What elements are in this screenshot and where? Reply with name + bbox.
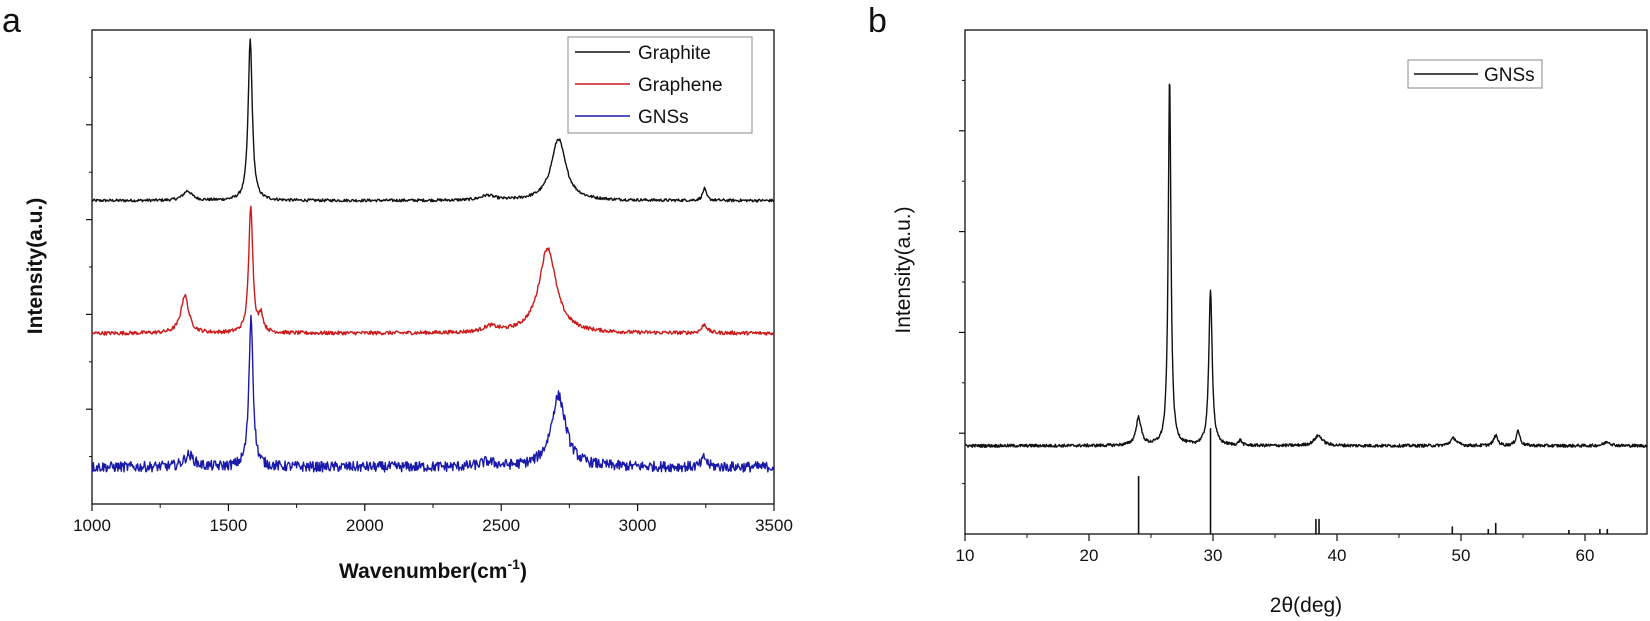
legend-a-box <box>567 36 753 134</box>
plot-b-xtick-label: 20 <box>1080 546 1099 565</box>
plot-b-xtick-label: 10 <box>956 546 975 565</box>
plot-b-xtick-label: 40 <box>1328 546 1347 565</box>
plot-a-series <box>91 38 775 473</box>
legend-b-label-gnss: GNSs <box>1484 65 1535 86</box>
plot-b-ylabel: Intensity(a.u.) <box>892 206 915 333</box>
plot-b-reference-lines <box>1137 428 1609 534</box>
plot-a-xtick-label: 2000 <box>346 516 384 535</box>
plot-b-legend: GNSs <box>1407 59 1543 89</box>
legend-a-label-graphene: Graphene <box>638 75 723 96</box>
plot-a-ticks: 1000 1500 2000 2500 3000 3500 <box>73 76 793 535</box>
plot-a-xtick-label: 3500 <box>755 516 793 535</box>
panel-b: 10 20 30 40 50 60 GNSs 2θ(deg) Intensity(a.u.… <box>892 29 1648 617</box>
plot-b-series-line-gnss <box>964 83 1648 448</box>
plot-b-xtick-label: 60 <box>1576 546 1595 565</box>
plot-b-ticks: 10 20 30 40 50 60 <box>956 79 1595 565</box>
plot-a-xlabel-close: ) <box>520 560 527 583</box>
plot-a-xlabel: Wavenumber(cm-1) <box>339 556 527 583</box>
plot-a-legend: Graphite Graphene GNSs <box>567 36 753 134</box>
plot-a-xtick-label: 1000 <box>73 516 111 535</box>
plot-a-xtick-label: 3000 <box>619 516 657 535</box>
plot-a-xtick-label: 1500 <box>209 516 247 535</box>
plot-a-series-line-graphene <box>91 205 775 336</box>
plot-b-xtick-label: 30 <box>1204 546 1223 565</box>
plot-a-xtick-label: 2500 <box>482 516 520 535</box>
plot-a-xlabel-main: Wavenumber(cm <box>339 560 507 583</box>
panel-a: 1000 1500 2000 2500 3000 3500 Graphite Graphe… <box>24 29 793 583</box>
plot-b-series <box>964 83 1648 448</box>
legend-a-label-gnss: GNSs <box>638 107 689 128</box>
panel-a-letter: a <box>2 2 21 40</box>
plot-b-frame <box>964 29 1648 535</box>
plot-a-xlabel-sup: -1 <box>507 556 520 572</box>
plot-a-series-line-gnss <box>91 314 775 473</box>
plot-a-ylabel: Intensity(a.u.) <box>24 198 47 335</box>
legend-a-label-graphite: Graphite <box>638 43 711 64</box>
plot-b-xtick-label: 50 <box>1452 546 1471 565</box>
plot-a-series-line-graphite <box>91 38 775 203</box>
plot-b-xlabel: 2θ(deg) <box>1270 594 1342 617</box>
panel-b-letter: b <box>868 2 887 40</box>
